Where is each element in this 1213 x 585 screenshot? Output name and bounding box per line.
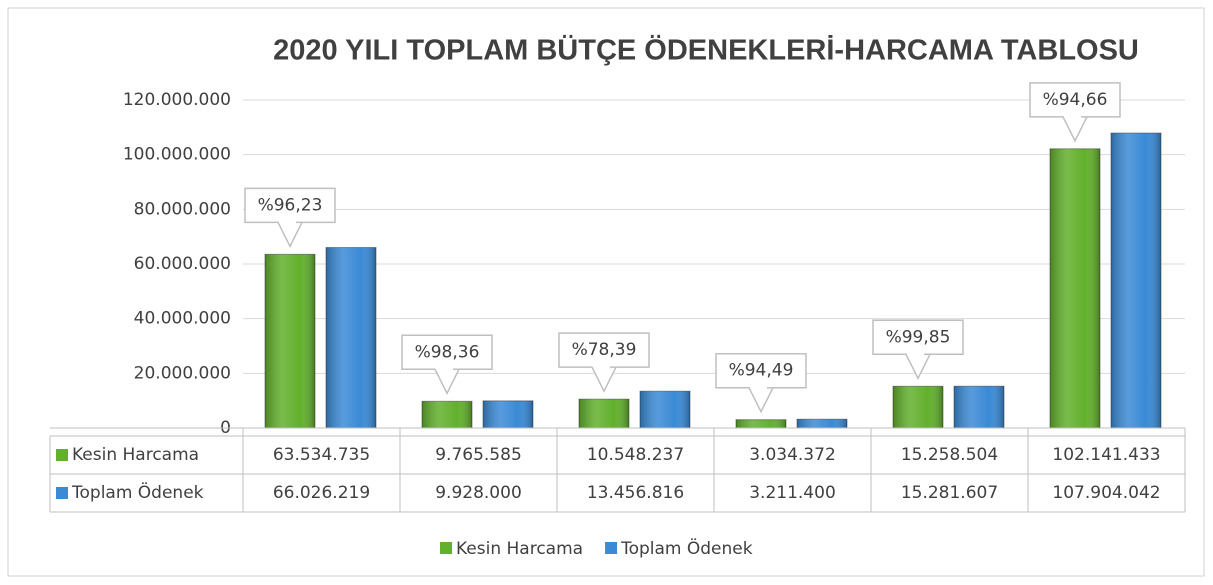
bar-shading [265, 254, 315, 428]
table-row-label: Toplam Ödenek [71, 481, 204, 503]
bar-shading [797, 419, 847, 428]
annotation: %99,85 [886, 327, 951, 347]
bar-shading [326, 247, 376, 428]
annotation: %96,23 [258, 195, 323, 215]
bar-shading [736, 419, 786, 428]
callout [715, 352, 807, 414]
chart-border [7, 7, 1205, 577]
bar-shading [954, 386, 1004, 428]
bar-shading [1050, 148, 1100, 428]
table-value: 66.026.219 [273, 483, 370, 503]
annotation: %98,36 [415, 342, 480, 362]
table-value: 15.281.607 [901, 483, 998, 503]
bar-shading [893, 386, 943, 428]
table-value: 9.765.585 [435, 445, 522, 465]
table-value: 102.141.433 [1052, 445, 1160, 465]
y-tick-label: 20.000.000 [134, 363, 231, 383]
table-value: 9.928.000 [435, 483, 522, 503]
table-value: 63.534.735 [273, 445, 370, 465]
annotation: %94,66 [1043, 90, 1108, 110]
table-row-label: Kesin Harcama [72, 445, 199, 465]
annotation: %78,39 [572, 340, 637, 360]
callout [872, 319, 964, 380]
table-value: 13.456.816 [587, 483, 684, 503]
bar-shading [483, 400, 533, 428]
table-value: 3.211.400 [749, 483, 836, 503]
table-value: 3.034.372 [749, 445, 836, 465]
y-tick-label: 120.000.000 [123, 90, 231, 110]
bar-shading [422, 401, 472, 428]
callout [401, 334, 493, 395]
callout [1029, 82, 1121, 143]
y-tick-label: 80.000.000 [134, 199, 231, 219]
chart-title: 2020 YILI TOPLAM BÜTÇE ÖDENEKLERİ-HARCAM… [273, 34, 1139, 67]
table-value: 10.548.237 [587, 445, 684, 465]
bar-shading [640, 391, 690, 428]
table-legend-key [56, 487, 68, 499]
y-tick-label: 100.000.000 [123, 145, 231, 165]
legend-key [605, 542, 618, 554]
bar-shading [579, 399, 629, 428]
table-value: 107.904.042 [1052, 483, 1160, 503]
callout [558, 332, 650, 393]
y-tick-label: 40.000.000 [134, 309, 231, 329]
table-value: 15.258.504 [901, 445, 998, 465]
annotation: %94,49 [729, 361, 794, 381]
y-tick-label: 60.000.000 [134, 254, 231, 274]
legend-label: Toplam Ödenek [620, 537, 753, 559]
bar-shading [1111, 133, 1161, 428]
table-legend-key [56, 449, 68, 461]
legend-label: Kesin Harcama [456, 539, 583, 559]
callout [244, 187, 336, 249]
legend-key [440, 542, 452, 554]
